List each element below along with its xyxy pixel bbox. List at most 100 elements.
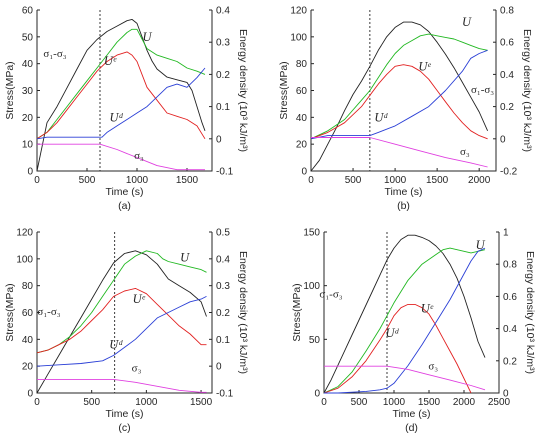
curve-annotation: Uᵉ bbox=[133, 292, 146, 306]
curve-annotation: σ₁-σ₃ bbox=[37, 306, 60, 318]
curve-annotation: σ₁-σ₃ bbox=[319, 288, 342, 300]
y-right-tick-label: 0.3 bbox=[216, 38, 230, 49]
y-left-tick-label: 120 bbox=[290, 6, 307, 17]
y-left-axis-title: Stress(MPa) bbox=[4, 283, 16, 341]
curve-annotation: Uᵉ bbox=[104, 54, 117, 68]
panel-label: (b) bbox=[397, 200, 410, 212]
x-tick-label: 1000 bbox=[135, 397, 158, 408]
red-curve bbox=[323, 303, 472, 394]
axis-frame bbox=[323, 232, 500, 394]
x-tick-label: 1500 bbox=[418, 397, 441, 408]
curve-annotation: U bbox=[462, 15, 472, 29]
chart-panel-3: 0 500 1000 1500 0 20 40 60 80 100 120 -0.1 0 0.1 0.2 0.… bbox=[4, 228, 249, 435]
curve-annotation: σ₃ bbox=[460, 146, 470, 158]
curve-annotation: Uᵉ bbox=[421, 302, 434, 316]
x-tick-label: 500 bbox=[345, 175, 362, 186]
curve-annotation: U bbox=[180, 251, 190, 265]
y-left-tick-label: 20 bbox=[22, 113, 34, 124]
y-right-tick-label: 0.4 bbox=[503, 324, 517, 335]
x-axis-title: Time (s) bbox=[384, 186, 422, 198]
y-left-tick-label: 50 bbox=[22, 32, 34, 43]
y-right-tick-label: 0.6 bbox=[500, 38, 514, 49]
y-right-tick-label: 0.2 bbox=[503, 356, 517, 367]
x-axis-title: Time (s) bbox=[392, 408, 430, 420]
magenta-curve bbox=[324, 365, 486, 391]
curve-annotation: σ₃ bbox=[132, 363, 142, 375]
curve-annotation: σ₃ bbox=[428, 360, 438, 372]
y-left-tick-label: 40 bbox=[22, 335, 34, 346]
y-right-tick-label: 0.4 bbox=[216, 6, 230, 17]
y-left-axis-title: Stress(MPa) bbox=[291, 283, 303, 341]
y-right-tick-label: 0.5 bbox=[216, 228, 230, 239]
y-left-tick-label: 30 bbox=[22, 86, 34, 97]
y-right-tick-label: 0.8 bbox=[503, 260, 517, 271]
red-curve bbox=[310, 64, 488, 140]
panel-label: (a) bbox=[118, 200, 131, 212]
y-right-tick-label: 0.2 bbox=[216, 308, 230, 319]
x-tick-label: 1000 bbox=[126, 175, 149, 186]
curve-annotation: Uᵈ bbox=[109, 338, 123, 352]
y-left-tick-label: 0 bbox=[27, 167, 33, 178]
y-right-tick-label: -0.2 bbox=[500, 167, 518, 178]
curve-annotation: σ₃ bbox=[134, 150, 144, 162]
y-right-tick-label: 0.8 bbox=[500, 6, 514, 17]
y-right-tick-label: 0 bbox=[503, 389, 509, 400]
green-curve bbox=[36, 250, 207, 354]
y-left-tick-label: 80 bbox=[296, 59, 308, 70]
y-right-tick-label: 0 bbox=[216, 134, 222, 145]
black-curve bbox=[36, 250, 207, 394]
chart-panel-4: 0 500 1000 1500 2000 250005010015000.20.40.60… bbox=[291, 228, 536, 435]
y-left-tick-label: 100 bbox=[290, 32, 307, 43]
magenta-curve bbox=[311, 137, 488, 168]
black-curve bbox=[323, 234, 486, 394]
x-tick-label: 0 bbox=[308, 175, 314, 186]
y-right-tick-label: 0 bbox=[216, 362, 222, 373]
x-tick-label: 2000 bbox=[453, 397, 476, 408]
curve-annotation: Uᵈ bbox=[374, 110, 388, 124]
magenta-curve bbox=[37, 143, 205, 171]
y-left-tick-label: 120 bbox=[16, 228, 33, 239]
green-curve bbox=[310, 33, 488, 140]
chart-panel-1: 0 500 1000 1500 0 10 20 30 40 50 60 -0.1 0 0.1 0.2 0.3 0… bbox=[4, 6, 249, 213]
y-left-tick-label: 80 bbox=[22, 281, 34, 292]
curve-annotation: Uᵈ bbox=[385, 326, 399, 340]
curve-annotation: Uᵈ bbox=[110, 110, 124, 124]
y-left-tick-label: 0 bbox=[301, 167, 307, 178]
y-left-tick-label: 100 bbox=[303, 281, 320, 292]
x-tick-label: 1500 bbox=[426, 175, 449, 186]
y-right-tick-label: -0.1 bbox=[216, 167, 234, 178]
x-tick-label: 1500 bbox=[176, 175, 199, 186]
y-left-tick-label: 50 bbox=[309, 335, 321, 346]
green-curve bbox=[36, 28, 206, 140]
y-left-tick-label: 60 bbox=[296, 86, 308, 97]
y-left-tick-label: 150 bbox=[303, 228, 320, 239]
x-tick-label: 2500 bbox=[488, 397, 511, 408]
y-left-tick-label: 40 bbox=[22, 59, 34, 70]
y-right-tick-label: 0.6 bbox=[503, 292, 517, 303]
y-right-axis-title: Energy density (10³ kJ/m³) bbox=[521, 29, 533, 152]
x-tick-label: 2000 bbox=[468, 175, 491, 186]
green-curve bbox=[323, 247, 486, 394]
y-left-tick-label: 20 bbox=[22, 362, 34, 373]
x-tick-label: 500 bbox=[351, 397, 368, 408]
blue-curve bbox=[36, 295, 207, 367]
curve-annotation: σ₁-σ₃ bbox=[43, 48, 66, 60]
panel-label: (c) bbox=[118, 422, 130, 434]
chart-panel-2: 0 500 1000 1500 2000 0 20 40 60 80 100 120 -0.2 0 0.2 0… bbox=[278, 6, 533, 213]
y-left-axis-title: Stress(MPa) bbox=[278, 61, 290, 119]
x-tick-label: 1000 bbox=[384, 175, 407, 186]
y-left-tick-label: 60 bbox=[22, 6, 34, 17]
magenta-curve bbox=[37, 379, 207, 393]
y-left-axis-title: Stress(MPa) bbox=[4, 61, 16, 119]
y-right-axis-title: Energy density (10³ kJ/m³) bbox=[237, 29, 249, 152]
curve-annotation: U bbox=[142, 30, 152, 44]
y-right-tick-label: 0.4 bbox=[500, 70, 514, 81]
x-tick-label: 500 bbox=[79, 175, 96, 186]
x-tick-label: 0 bbox=[321, 397, 327, 408]
blue-curve bbox=[310, 49, 488, 140]
y-left-tick-label: 10 bbox=[22, 140, 34, 151]
y-left-tick-label: 0 bbox=[314, 389, 320, 400]
y-right-tick-label: 0.3 bbox=[216, 281, 230, 292]
black-curve bbox=[310, 21, 489, 172]
x-tick-label: 500 bbox=[83, 397, 100, 408]
